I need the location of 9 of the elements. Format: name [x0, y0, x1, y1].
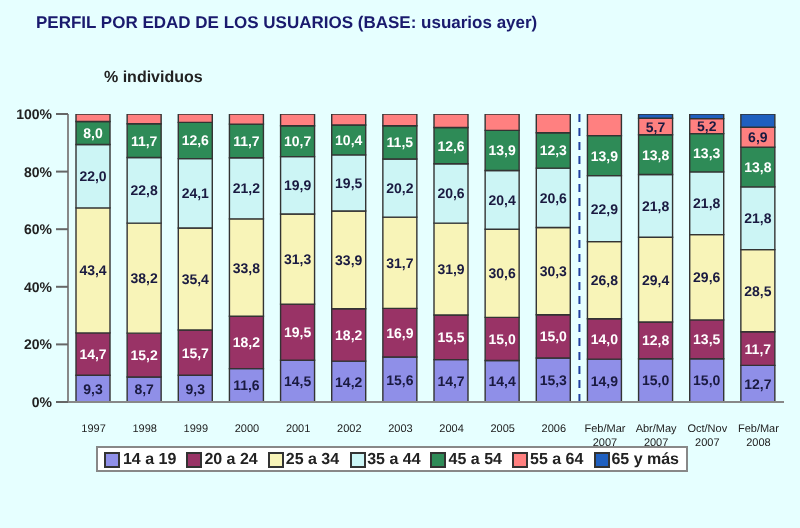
legend-label: 35 a 44 — [365, 450, 421, 468]
chart-title: PERFIL POR EDAD DE LOS USUARIOS (BASE: usuarios ayer) — [36, 12, 538, 32]
legend-label: 65 y más — [609, 450, 680, 468]
legend-label: 25 a 34 — [283, 450, 340, 468]
y-axis-title: % individuos — [104, 68, 203, 86]
legend-label: 55 a 64 — [528, 450, 584, 468]
legend-label: 20 a 24 — [202, 450, 258, 468]
legend-label: 45 a 54 — [446, 450, 502, 468]
legend-label: 14 a 19 — [120, 450, 177, 468]
